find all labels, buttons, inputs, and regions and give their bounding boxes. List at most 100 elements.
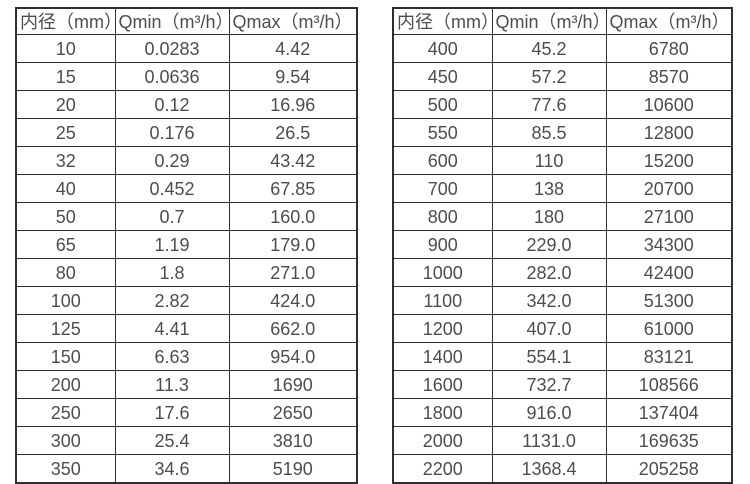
table-cell: 271.0 bbox=[228, 258, 358, 287]
table-cell: 3810 bbox=[228, 426, 358, 455]
table-cell: 732.7 bbox=[491, 370, 607, 399]
table-cell: 83121 bbox=[605, 342, 733, 371]
table-row: 40 0.452 67.85 bbox=[15, 174, 358, 203]
table-row: 125 4.41 662.0 bbox=[15, 314, 358, 343]
table-row: 400 45.2 6780 bbox=[392, 34, 733, 63]
table-cell: 1600 bbox=[392, 370, 493, 399]
table-row: 1000 282.0 42400 bbox=[392, 258, 733, 287]
table-cell: 65 bbox=[15, 230, 116, 259]
table-row: 900 229.0 34300 bbox=[392, 230, 733, 259]
flow-rate-table-small-diameters: 内径（mm） Qmin（m³/h） Qmax（m³/h） 10 0.0283 4.42 15… bbox=[15, 7, 358, 484]
table-cell: 61000 bbox=[605, 314, 733, 343]
table-row: 150 6.63 954.0 bbox=[15, 342, 358, 371]
table-cell: 85.5 bbox=[491, 118, 607, 147]
column-header: Qmin（m³/h） bbox=[114, 7, 230, 35]
table-cell: 400 bbox=[392, 34, 493, 63]
table-row: 1200 407.0 61000 bbox=[392, 314, 733, 343]
table-cell: 342.0 bbox=[491, 286, 607, 315]
column-header: Qmax（m³/h） bbox=[228, 7, 358, 35]
table-row: 25 0.176 26.5 bbox=[15, 118, 358, 147]
table-cell: 1368.4 bbox=[491, 454, 607, 484]
table-cell: 43.42 bbox=[228, 146, 358, 175]
table-cell: 0.176 bbox=[114, 118, 230, 147]
table-cell: 5190 bbox=[228, 454, 358, 484]
table-row: 2000 1131.0 169635 bbox=[392, 426, 733, 455]
table-row: 700 138 20700 bbox=[392, 174, 733, 203]
table-cell: 2200 bbox=[392, 454, 493, 484]
table-row: 1800 916.0 137404 bbox=[392, 398, 733, 427]
table-cell: 900 bbox=[392, 230, 493, 259]
table-row: 800 180 27100 bbox=[392, 202, 733, 231]
table-row: 350 34.6 5190 bbox=[15, 454, 358, 484]
table-cell: 0.0283 bbox=[114, 34, 230, 63]
header-row: 内径（mm） Qmin（m³/h） Qmax（m³/h） bbox=[15, 7, 358, 35]
table-cell: 80 bbox=[15, 258, 116, 287]
table-cell: 6780 bbox=[605, 34, 733, 63]
table-cell: 125 bbox=[15, 314, 116, 343]
table-cell: 350 bbox=[15, 454, 116, 484]
table-cell: 12800 bbox=[605, 118, 733, 147]
table-cell: 40 bbox=[15, 174, 116, 203]
table-cell: 205258 bbox=[605, 454, 733, 484]
column-header: 内径（mm） bbox=[15, 7, 116, 35]
table-cell: 407.0 bbox=[491, 314, 607, 343]
flow-table-right-container: 内径（mm） Qmin（m³/h） Qmax（m³/h） 400 45.2 6780 450… bbox=[392, 7, 733, 484]
table-cell: 554.1 bbox=[491, 342, 607, 371]
table-cell: 100 bbox=[15, 286, 116, 315]
table-cell: 32 bbox=[15, 146, 116, 175]
table-row: 200 11.3 1690 bbox=[15, 370, 358, 399]
table-cell: 150 bbox=[15, 342, 116, 371]
table-cell: 20 bbox=[15, 90, 116, 119]
table-cell: 50 bbox=[15, 202, 116, 231]
table-cell: 25.4 bbox=[114, 426, 230, 455]
table-cell: 15200 bbox=[605, 146, 733, 175]
table-cell: 138 bbox=[491, 174, 607, 203]
table-cell: 700 bbox=[392, 174, 493, 203]
table-cell: 26.5 bbox=[228, 118, 358, 147]
table-cell: 110 bbox=[491, 146, 607, 175]
table-row: 600 110 15200 bbox=[392, 146, 733, 175]
table-cell: 25 bbox=[15, 118, 116, 147]
table-cell: 229.0 bbox=[491, 230, 607, 259]
table-cell: 800 bbox=[392, 202, 493, 231]
table-cell: 1100 bbox=[392, 286, 493, 315]
table-row: 80 1.8 271.0 bbox=[15, 258, 358, 287]
table-cell: 1690 bbox=[228, 370, 358, 399]
table-row: 500 77.6 10600 bbox=[392, 90, 733, 119]
table-cell: 200 bbox=[15, 370, 116, 399]
table-cell: 1.8 bbox=[114, 258, 230, 287]
table-cell: 1200 bbox=[392, 314, 493, 343]
table-cell: 77.6 bbox=[491, 90, 607, 119]
table-row: 1400 554.1 83121 bbox=[392, 342, 733, 371]
table-cell: 34.6 bbox=[114, 454, 230, 484]
table-cell: 0.452 bbox=[114, 174, 230, 203]
flow-rate-table-large-diameters: 内径（mm） Qmin（m³/h） Qmax（m³/h） 400 45.2 6780 450… bbox=[392, 7, 733, 484]
table-row: 1100 342.0 51300 bbox=[392, 286, 733, 315]
table-cell: 4.42 bbox=[228, 34, 358, 63]
table-cell: 954.0 bbox=[228, 342, 358, 371]
table-cell: 0.29 bbox=[114, 146, 230, 175]
table-row: 250 17.6 2650 bbox=[15, 398, 358, 427]
table-row: 2200 1368.4 205258 bbox=[392, 454, 733, 484]
table-row: 550 85.5 12800 bbox=[392, 118, 733, 147]
column-header: 内径（mm） bbox=[392, 7, 493, 35]
table-cell: 20700 bbox=[605, 174, 733, 203]
table-cell: 1400 bbox=[392, 342, 493, 371]
table-row: 32 0.29 43.42 bbox=[15, 146, 358, 175]
table-cell: 8570 bbox=[605, 62, 733, 91]
table-cell: 662.0 bbox=[228, 314, 358, 343]
table-cell: 1131.0 bbox=[491, 426, 607, 455]
table-cell: 67.85 bbox=[228, 174, 358, 203]
column-header: Qmin（m³/h） bbox=[491, 7, 607, 35]
flow-table-left-container: 内径（mm） Qmin（m³/h） Qmax（m³/h） 10 0.0283 4.42 15… bbox=[15, 7, 358, 484]
table-row: 450 57.2 8570 bbox=[392, 62, 733, 91]
table-cell: 169635 bbox=[605, 426, 733, 455]
table-cell: 0.0636 bbox=[114, 62, 230, 91]
header-row: 内径（mm） Qmin（m³/h） Qmax（m³/h） bbox=[392, 7, 733, 35]
table-cell: 1000 bbox=[392, 258, 493, 287]
column-header: Qmax（m³/h） bbox=[605, 7, 733, 35]
table-row: 1600 732.7 108566 bbox=[392, 370, 733, 399]
table-row: 50 0.7 160.0 bbox=[15, 202, 358, 231]
table-cell: 250 bbox=[15, 398, 116, 427]
table-cell: 160.0 bbox=[228, 202, 358, 231]
